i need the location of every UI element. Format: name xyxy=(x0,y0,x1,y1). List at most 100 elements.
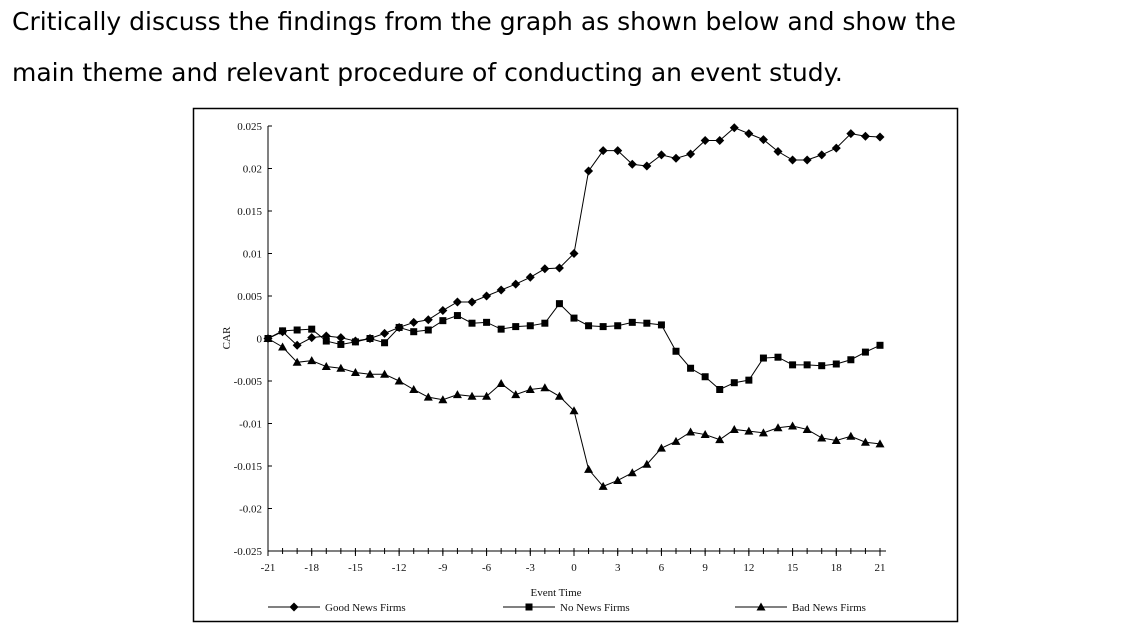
data-point xyxy=(409,317,419,327)
data-point xyxy=(350,368,360,376)
data-point xyxy=(439,317,447,325)
data-point xyxy=(380,328,390,338)
data-point xyxy=(700,135,710,145)
data-point xyxy=(788,421,798,430)
data-point xyxy=(438,305,448,315)
x-axis-label: Event Time xyxy=(530,587,581,599)
data-point xyxy=(672,347,680,355)
data-point xyxy=(846,431,856,440)
y-tick-label: 0.025 xyxy=(237,121,262,133)
x-tick-label: 9 xyxy=(702,562,708,574)
data-point xyxy=(788,155,798,165)
data-point xyxy=(511,390,521,399)
data-point xyxy=(263,334,273,342)
y-tick-label: -0.025 xyxy=(234,546,263,558)
data-point xyxy=(555,300,563,308)
data-point xyxy=(292,340,302,350)
y-tick-label: -0.015 xyxy=(234,461,263,473)
data-point xyxy=(628,318,636,326)
data-point xyxy=(336,363,346,372)
data-point xyxy=(730,379,738,387)
data-point xyxy=(410,328,418,336)
x-tick-label: -21 xyxy=(261,562,276,574)
data-point xyxy=(657,321,665,329)
data-point xyxy=(643,319,651,327)
data-point xyxy=(876,341,884,349)
legend-label: Good News Firms xyxy=(325,602,406,614)
data-point xyxy=(686,427,696,436)
data-point xyxy=(802,424,812,433)
data-point xyxy=(656,150,666,160)
data-point xyxy=(569,406,579,415)
data-point xyxy=(875,132,885,142)
y-tick-label: 0.005 xyxy=(237,291,262,303)
x-tick-label: -6 xyxy=(482,562,492,574)
data-point xyxy=(789,361,797,369)
data-point xyxy=(745,376,753,384)
data-point xyxy=(614,322,622,330)
data-point xyxy=(818,362,826,370)
data-point xyxy=(525,385,535,393)
data-point xyxy=(759,354,767,362)
question-line: main theme and relevant procedure of con… xyxy=(12,58,843,87)
data-point xyxy=(846,129,856,139)
y-tick-label: 0.02 xyxy=(243,164,262,176)
question-line: Critically discuss the findings from the… xyxy=(12,7,956,36)
data-point xyxy=(381,339,389,347)
data-point xyxy=(497,325,505,333)
data-point xyxy=(525,272,535,282)
data-point xyxy=(585,322,593,330)
data-point xyxy=(744,129,754,139)
data-point xyxy=(758,135,768,145)
data-point xyxy=(773,147,783,156)
data-point xyxy=(686,149,696,159)
data-point xyxy=(540,264,550,274)
y-axis-label: CAR xyxy=(221,326,233,349)
y-tick-label: -0.01 xyxy=(239,419,262,431)
x-tick-label: 12 xyxy=(743,562,754,574)
data-point xyxy=(512,323,520,331)
data-point xyxy=(627,159,637,169)
x-tick-label: 15 xyxy=(787,562,799,574)
data-point xyxy=(860,437,870,446)
y-tick-label: -0.005 xyxy=(234,376,263,388)
data-point xyxy=(627,468,637,477)
data-point xyxy=(715,135,725,145)
data-point xyxy=(321,362,331,371)
legend-label: No News Firms xyxy=(560,602,630,614)
data-point xyxy=(715,435,725,444)
data-point xyxy=(744,426,754,435)
x-tick-label: -3 xyxy=(526,562,536,574)
data-point xyxy=(468,319,476,327)
data-point xyxy=(394,376,404,385)
legend-marker xyxy=(525,603,533,611)
x-tick-label: -9 xyxy=(438,562,448,574)
data-point xyxy=(642,459,652,468)
data-point xyxy=(380,369,390,378)
data-point xyxy=(773,423,783,432)
data-point xyxy=(656,443,666,452)
data-point xyxy=(483,318,491,326)
data-point xyxy=(598,481,608,490)
data-point xyxy=(671,153,681,163)
data-point xyxy=(569,249,579,258)
data-point xyxy=(423,315,433,325)
data-point xyxy=(584,166,594,176)
data-point xyxy=(554,391,564,400)
data-point xyxy=(496,379,506,388)
data-point xyxy=(701,373,709,381)
y-tick-label: 0.01 xyxy=(243,249,262,261)
data-point xyxy=(511,279,521,289)
data-point xyxy=(832,360,840,368)
y-tick-label: -0.02 xyxy=(239,504,262,516)
data-point xyxy=(279,327,287,335)
data-point xyxy=(860,131,870,141)
data-point xyxy=(802,155,812,165)
data-point xyxy=(293,326,301,334)
data-point xyxy=(351,338,359,346)
data-point xyxy=(570,314,578,322)
data-point xyxy=(482,291,492,301)
data-point xyxy=(541,319,549,327)
data-point xyxy=(599,323,607,331)
